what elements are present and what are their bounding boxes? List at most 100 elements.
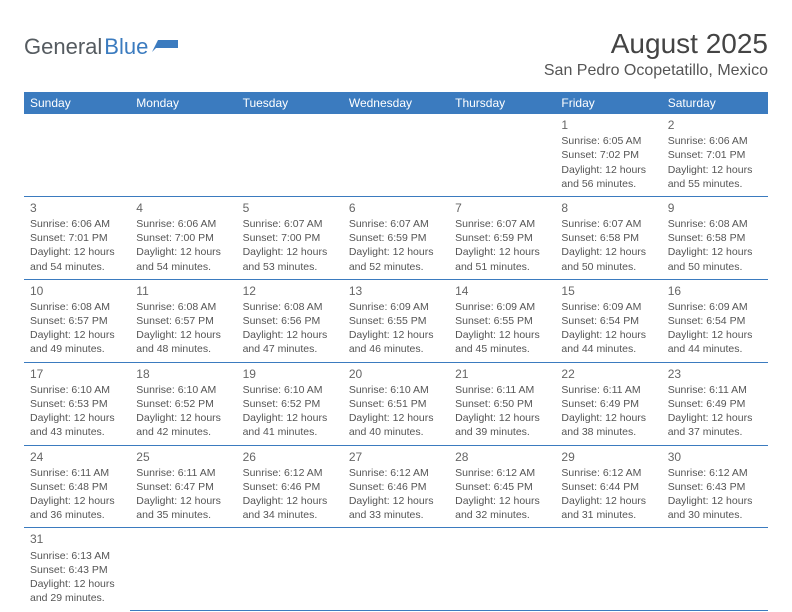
day-number: 28	[455, 449, 549, 465]
empty-cell	[555, 528, 661, 610]
sunset-line: Sunset: 6:47 PM	[136, 480, 230, 494]
day-cell: 25Sunrise: 6:11 AMSunset: 6:47 PMDayligh…	[130, 445, 236, 528]
daylight-line: Daylight: 12 hours and 38 minutes.	[561, 411, 655, 439]
daylight-line: Daylight: 12 hours and 55 minutes.	[668, 163, 762, 191]
sunset-line: Sunset: 6:57 PM	[136, 314, 230, 328]
daylight-line: Daylight: 12 hours and 36 minutes.	[30, 494, 124, 522]
sunrise-line: Sunrise: 6:09 AM	[455, 300, 549, 314]
day-cell: 31 Sunrise: 6:13 AMSunset: 6:43 PMDayligh…	[24, 528, 130, 610]
sunrise-line: Sunrise: 6:07 AM	[349, 217, 443, 231]
month-title: August 2025	[544, 28, 768, 60]
daylight-line: Daylight: 12 hours and 45 minutes.	[455, 328, 549, 356]
sunrise-line: Sunrise: 6:11 AM	[455, 383, 549, 397]
day-number: 13	[349, 283, 443, 299]
empty-cell	[24, 114, 130, 196]
day-number: 12	[243, 283, 337, 299]
day-cell: 29Sunrise: 6:12 AMSunset: 6:44 PMDayligh…	[555, 445, 661, 528]
daylight-line: Daylight: 12 hours and 29 minutes.	[30, 577, 124, 605]
location: San Pedro Ocopetatillo, Mexico	[544, 62, 768, 80]
day-cell: 19Sunrise: 6:10 AMSunset: 6:52 PMDayligh…	[237, 362, 343, 445]
day-number: 6	[349, 200, 443, 216]
day-cell: 9Sunrise: 6:08 AMSunset: 6:58 PMDaylight…	[662, 196, 768, 279]
daylight-line: Daylight: 12 hours and 49 minutes.	[30, 328, 124, 356]
empty-cell	[130, 528, 236, 610]
day-cell: 30Sunrise: 6:12 AMSunset: 6:43 PMDayligh…	[662, 445, 768, 528]
sunset-line: Sunset: 6:55 PM	[349, 314, 443, 328]
daylight-line: Daylight: 12 hours and 44 minutes.	[561, 328, 655, 356]
day-number: 16	[668, 283, 762, 299]
day-number: 7	[455, 200, 549, 216]
day-number: 4	[136, 200, 230, 216]
day-number: 2	[668, 117, 762, 133]
daylight-line: Daylight: 12 hours and 31 minutes.	[561, 494, 655, 522]
sunset-line: Sunset: 6:58 PM	[668, 231, 762, 245]
daylight-line: Daylight: 12 hours and 39 minutes.	[455, 411, 549, 439]
logo-flag-icon	[152, 38, 178, 56]
empty-cell	[662, 528, 768, 610]
sunrise-line: Sunrise: 6:07 AM	[243, 217, 337, 231]
weekday-header: Monday	[130, 92, 236, 114]
day-cell: 21Sunrise: 6:11 AMSunset: 6:50 PMDayligh…	[449, 362, 555, 445]
day-cell: 24Sunrise: 6:11 AMSunset: 6:48 PMDayligh…	[24, 445, 130, 528]
sunrise-line: Sunrise: 6:11 AM	[668, 383, 762, 397]
sunrise-line: Sunrise: 6:06 AM	[136, 217, 230, 231]
day-number: 31	[30, 531, 124, 547]
sunrise-line: Sunrise: 6:13 AM	[30, 549, 124, 563]
day-number: 1	[561, 117, 655, 133]
day-cell: 14Sunrise: 6:09 AMSunset: 6:55 PMDayligh…	[449, 279, 555, 362]
sunrise-line: Sunrise: 6:08 AM	[30, 300, 124, 314]
day-cell: 18Sunrise: 6:10 AMSunset: 6:52 PMDayligh…	[130, 362, 236, 445]
day-number: 9	[668, 200, 762, 216]
day-number: 19	[243, 366, 337, 382]
empty-cell	[343, 528, 449, 610]
sunrise-line: Sunrise: 6:08 AM	[243, 300, 337, 314]
sunrise-line: Sunrise: 6:11 AM	[561, 383, 655, 397]
sunset-line: Sunset: 7:02 PM	[561, 148, 655, 162]
sunset-line: Sunset: 6:45 PM	[455, 480, 549, 494]
day-number: 15	[561, 283, 655, 299]
calendar-row: 24Sunrise: 6:11 AMSunset: 6:48 PMDayligh…	[24, 445, 768, 528]
weekday-header: Wednesday	[343, 92, 449, 114]
daylight-line: Daylight: 12 hours and 40 minutes.	[349, 411, 443, 439]
empty-cell	[343, 114, 449, 196]
day-number: 14	[455, 283, 549, 299]
day-cell: 26Sunrise: 6:12 AMSunset: 6:46 PMDayligh…	[237, 445, 343, 528]
day-number: 11	[136, 283, 230, 299]
day-number: 24	[30, 449, 124, 465]
sunset-line: Sunset: 6:52 PM	[136, 397, 230, 411]
empty-cell	[237, 114, 343, 196]
day-number: 17	[30, 366, 124, 382]
calendar-row: 17 Sunrise: 6:10 AM Sunset: 6:53 PM Dayligh…	[24, 362, 768, 445]
sunrise-line: Sunrise: 6:06 AM	[30, 217, 124, 231]
weekday-header-row: Sunday Monday Tuesday Wednesday Thursday…	[24, 92, 768, 114]
day-number: 25	[136, 449, 230, 465]
sunset-line: Sunset: 6:59 PM	[349, 231, 443, 245]
day-number: 23	[668, 366, 762, 382]
day-cell: 17Sunrise: 6:10 AMSunset: 6:53 PMDayligh…	[24, 362, 130, 445]
sunrise-line: Sunrise: 6:07 AM	[455, 217, 549, 231]
day-cell: 13Sunrise: 6:09 AMSunset: 6:55 PMDayligh…	[343, 279, 449, 362]
sunrise-line: Sunrise: 6:07 AM	[561, 217, 655, 231]
day-cell: 2Sunrise: 6:06 AMSunset: 7:01 PMDaylight…	[662, 114, 768, 196]
sunset-line: Sunset: 7:01 PM	[668, 148, 762, 162]
calendar-row: 10Sunrise: 6:08 AMSunset: 6:57 PMDayligh…	[24, 279, 768, 362]
day-cell: 28Sunrise: 6:12 AMSunset: 6:45 PMDayligh…	[449, 445, 555, 528]
sunset-line: Sunset: 6:57 PM	[30, 314, 124, 328]
daylight-line: Daylight: 12 hours and 50 minutes.	[668, 245, 762, 273]
empty-cell	[130, 114, 236, 196]
day-number: 22	[561, 366, 655, 382]
sunset-line: Sunset: 6:59 PM	[455, 231, 549, 245]
sunset-line: Sunset: 6:53 PM	[30, 397, 124, 411]
sunset-line: Sunset: 7:01 PM	[30, 231, 124, 245]
sunrise-line: Sunrise: 6:05 AM	[561, 134, 655, 148]
sunset-line: Sunset: 6:58 PM	[561, 231, 655, 245]
daylight-line: Daylight: 12 hours and 30 minutes.	[668, 494, 762, 522]
logo-text-general: General	[24, 34, 102, 60]
daylight-line: Daylight: 12 hours and 37 minutes.	[668, 411, 762, 439]
title-block: August 2025 San Pedro Ocopetatillo, Mexi…	[544, 28, 768, 80]
sunset-line: Sunset: 7:00 PM	[243, 231, 337, 245]
day-cell: 20Sunrise: 6:10 AMSunset: 6:51 PMDayligh…	[343, 362, 449, 445]
sunrise-line: Sunrise: 6:10 AM	[243, 383, 337, 397]
day-cell: 16Sunrise: 6:09 AMSunset: 6:54 PMDayligh…	[662, 279, 768, 362]
sunset-line: Sunset: 6:43 PM	[30, 563, 124, 577]
